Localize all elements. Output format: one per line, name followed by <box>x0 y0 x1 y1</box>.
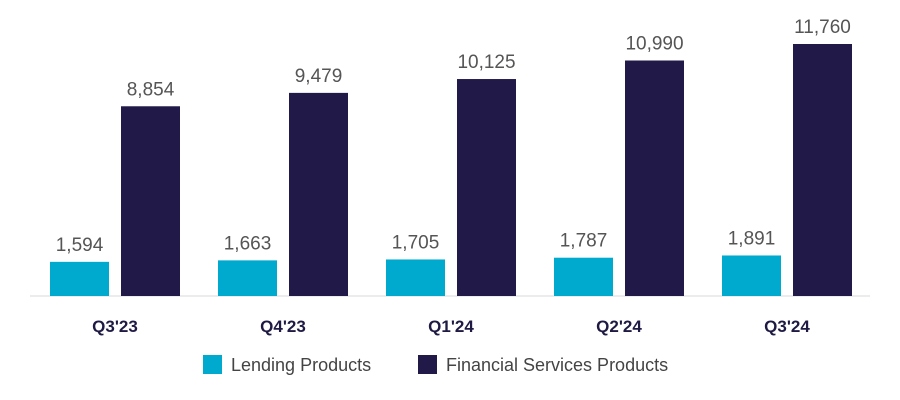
x-tick-label-1: Q4'23 <box>260 317 306 336</box>
legend-label-financial-services: Financial Services Products <box>446 355 668 375</box>
data-label-lending-4: 1,891 <box>728 228 776 249</box>
x-tick-label-3: Q2'24 <box>596 317 642 336</box>
bar-lending-3 <box>554 257 613 296</box>
data-label-financial-services-1: 9,479 <box>295 66 343 87</box>
data-label-financial-services-3: 10,990 <box>625 34 683 55</box>
bar-financial-services-2 <box>457 79 516 297</box>
data-label-lending-1: 1,663 <box>224 233 272 254</box>
bar-lending-1 <box>218 260 277 296</box>
data-label-financial-services-0: 8,854 <box>127 79 175 100</box>
data-label-financial-services-4: 11,760 <box>794 17 851 38</box>
x-tick-labels: Q3'23 Q4'23 Q1'24 Q2'24 Q3'24 <box>92 317 810 336</box>
bar-lending-2 <box>386 259 445 296</box>
x-tick-label-4: Q3'24 <box>764 317 810 336</box>
bar-lending-0 <box>50 261 109 296</box>
bar-financial-services-4 <box>793 44 852 296</box>
legend: Lending Products Financial Services Produ… <box>203 355 668 375</box>
bar-financial-services-0 <box>121 106 180 297</box>
x-tick-label-0: Q3'23 <box>92 317 138 336</box>
x-tick-label-2: Q1'24 <box>428 317 474 336</box>
bar-financial-services-1 <box>289 92 348 296</box>
legend-swatch-financial-services <box>418 355 437 374</box>
legend-swatch-lending <box>203 355 222 374</box>
bar-lending-4 <box>722 255 781 296</box>
legend-label-lending: Lending Products <box>231 355 371 375</box>
data-label-lending-0: 1,594 <box>56 235 104 256</box>
data-labels-layer: 1,594 8,854 1,663 9,479 1,705 10,125 1,787 10,9… <box>56 17 851 256</box>
data-label-financial-services-2: 10,125 <box>457 52 515 73</box>
data-label-lending-3: 1,787 <box>560 231 608 252</box>
bar-financial-services-3 <box>625 60 684 296</box>
data-label-lending-2: 1,705 <box>392 232 440 253</box>
bars-layer <box>50 44 852 297</box>
